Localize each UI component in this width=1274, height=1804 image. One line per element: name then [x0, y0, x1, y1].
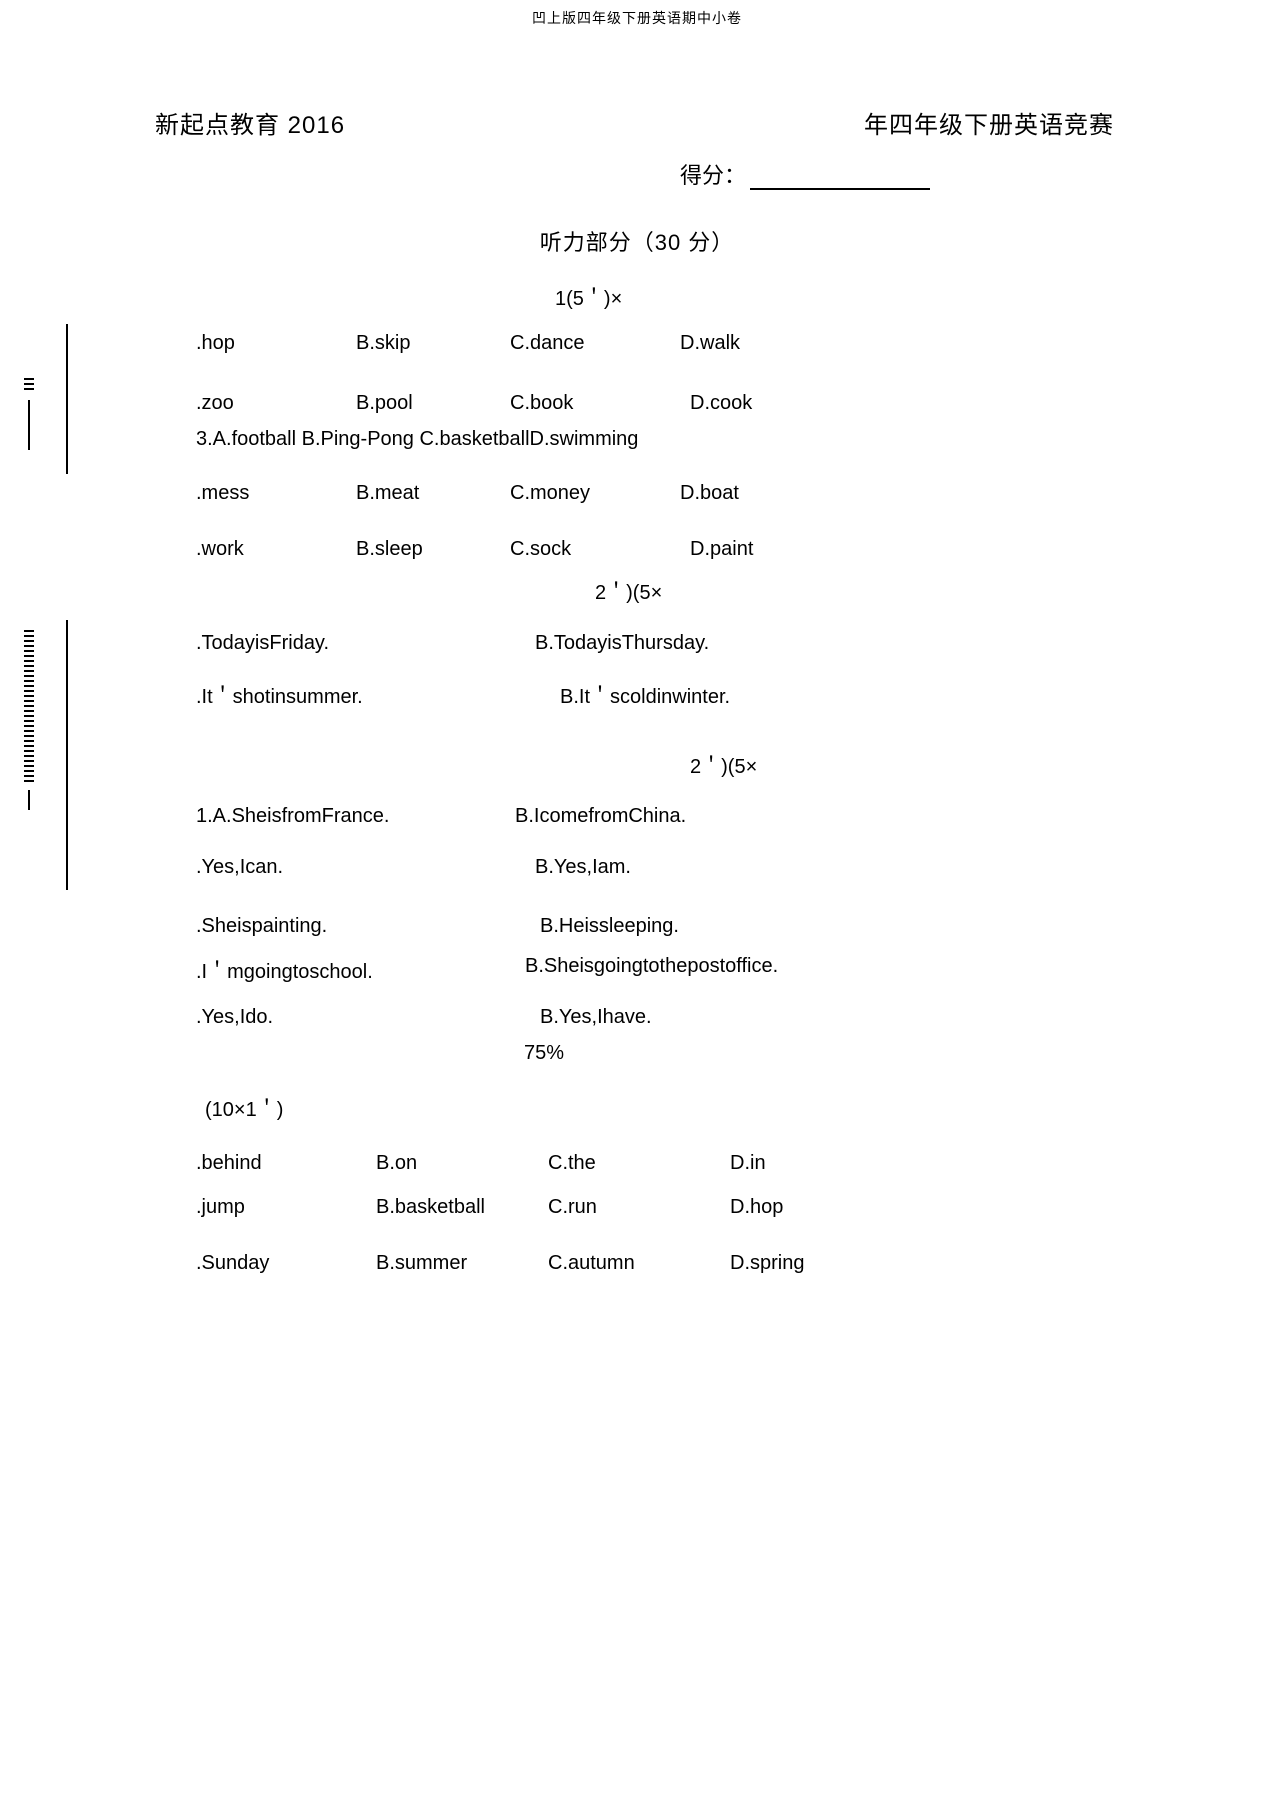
s3-q3-b: B.Heissleeping.: [540, 915, 679, 938]
header-cutoff-text: 凹上版四年级下册英语期中小卷: [532, 8, 742, 28]
margin-mark: [24, 715, 34, 717]
w1-d: D.in: [730, 1152, 766, 1175]
sub-header-3: 2＇)(5×: [690, 750, 757, 779]
q5-a: .work: [196, 538, 244, 561]
w2-a: .jump: [196, 1196, 245, 1219]
s3-q5-a: .Yes,Ido.: [196, 1006, 273, 1029]
score-underline: [750, 188, 930, 190]
q1-c: C.dance: [510, 332, 585, 355]
margin-mark: [24, 685, 34, 687]
sub-header-4: (10×1＇): [205, 1093, 283, 1122]
s2-q2-a: .It＇shotinsummer.: [196, 680, 363, 709]
margin-mark: [24, 645, 34, 647]
margin-mark: [24, 735, 34, 737]
q4-d: D.boat: [680, 482, 739, 505]
margin-mark: [24, 695, 34, 697]
margin-mark: [24, 680, 34, 682]
margin-mark: [24, 655, 34, 657]
margin-mark: [24, 660, 34, 662]
margin-mark: [24, 750, 34, 752]
q1-a: .hop: [196, 332, 235, 355]
q5-b: B.sleep: [356, 538, 423, 561]
q2-a: .zoo: [196, 392, 234, 415]
s3-q5-b: B.Yes,Ihave.: [540, 1006, 652, 1029]
q1-d: D.walk: [680, 332, 740, 355]
w1-c: C.the: [548, 1152, 596, 1175]
s3-q3-a: .Sheispainting.: [196, 915, 327, 938]
title-left: 新起点教育 2016: [155, 105, 345, 140]
s3-q1-b: B.IcomefromChina.: [515, 805, 686, 828]
w3-d: D.spring: [730, 1252, 804, 1275]
s2-q1-a: .TodayisFriday.: [196, 632, 329, 655]
w1-a: .behind: [196, 1152, 262, 1175]
margin-mark: [24, 690, 34, 692]
w2-d: D.hop: [730, 1196, 783, 1219]
w2-b: B.basketball: [376, 1196, 485, 1219]
s3-q2-a: .Yes,Ican.: [196, 856, 283, 879]
s3-q1-a: 1.A.SheisfromFrance.: [196, 805, 389, 828]
margin-mark: [24, 378, 34, 380]
w3-c: C.autumn: [548, 1252, 635, 1275]
margin-mark: [24, 670, 34, 672]
margin-mark: [24, 640, 34, 642]
margin-mark: [24, 765, 34, 767]
margin-mark: [24, 705, 34, 707]
margin-mark: [24, 630, 34, 632]
w3-a: .Sunday: [196, 1252, 269, 1275]
margin-mark: [24, 665, 34, 667]
margin-mark: [24, 635, 34, 637]
w3-b: B.summer: [376, 1252, 467, 1275]
margin-mark: [24, 650, 34, 652]
margin-mark: [24, 383, 34, 385]
q4-c: C.money: [510, 482, 590, 505]
q3-line: 3.A.football B.Ping-Pong C.basketballD.s…: [196, 428, 638, 451]
s3-q4-b: B.Sheisgoingtothepostoffice.: [525, 955, 778, 978]
margin-mark: [24, 388, 34, 390]
margin-vline: [28, 400, 30, 450]
sub-header-2: 2＇)(5×: [595, 576, 662, 605]
margin-vline: [28, 790, 30, 810]
score-label: 得分：: [680, 158, 930, 190]
q4-a: .mess: [196, 482, 249, 505]
margin-mark: [24, 780, 34, 782]
margin-mark: [24, 760, 34, 762]
s3-q2-b: B.Yes,Iam.: [535, 856, 631, 879]
q2-b: B.pool: [356, 392, 413, 415]
margin-mark: [24, 710, 34, 712]
w2-c: C.run: [548, 1196, 597, 1219]
margin-mark: [24, 730, 34, 732]
margin-mark: [24, 725, 34, 727]
s2-q1-b: B.TodayisThursday.: [535, 632, 709, 655]
q4-b: B.meat: [356, 482, 419, 505]
s3-q4-a: .I＇mgoingtoschool.: [196, 955, 373, 984]
margin-mark: [24, 755, 34, 757]
w1-b: B.on: [376, 1152, 417, 1175]
inner-margin-line: [66, 324, 68, 474]
margin-mark: [24, 740, 34, 742]
percent-75: 75%: [524, 1042, 564, 1065]
q5-d: D.paint: [690, 538, 753, 561]
margin-mark: [24, 700, 34, 702]
margin-mark: [24, 775, 34, 777]
sub-header-1: 1(5＇)×: [555, 282, 622, 311]
q2-d: D.cook: [690, 392, 752, 415]
q2-c: C.book: [510, 392, 573, 415]
margin-mark: [24, 675, 34, 677]
margin-mark: [24, 745, 34, 747]
margin-mark: [24, 720, 34, 722]
s2-q2-b: B.It＇scoldinwinter.: [560, 680, 730, 709]
score-text: 得分：: [680, 163, 746, 188]
margin-mark: [24, 770, 34, 772]
q1-b: B.skip: [356, 332, 410, 355]
title-right: 年四年级下册英语竞赛: [864, 105, 1114, 140]
inner-margin-line: [66, 620, 68, 890]
section-listening-title: 听力部分（30 分）: [540, 225, 735, 257]
q5-c: C.sock: [510, 538, 571, 561]
